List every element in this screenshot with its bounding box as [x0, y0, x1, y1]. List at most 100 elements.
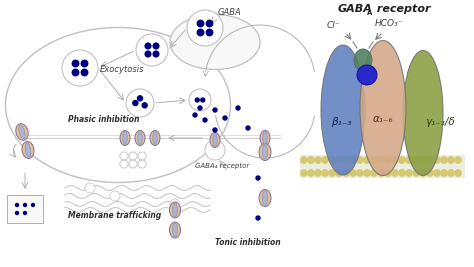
Circle shape — [434, 157, 440, 163]
Circle shape — [322, 170, 328, 176]
Circle shape — [420, 170, 426, 176]
Circle shape — [357, 157, 363, 163]
Circle shape — [85, 183, 95, 193]
Circle shape — [441, 170, 447, 176]
Ellipse shape — [170, 14, 260, 69]
Text: Tonic inhibition: Tonic inhibition — [215, 238, 281, 247]
Ellipse shape — [259, 143, 271, 160]
Circle shape — [197, 29, 204, 36]
Circle shape — [256, 176, 260, 180]
Ellipse shape — [138, 132, 142, 144]
Circle shape — [406, 170, 412, 176]
Circle shape — [392, 170, 398, 176]
Circle shape — [448, 170, 454, 176]
Circle shape — [350, 157, 356, 163]
Circle shape — [364, 170, 370, 176]
Circle shape — [81, 69, 88, 76]
Circle shape — [153, 51, 159, 57]
Circle shape — [315, 157, 321, 163]
Circle shape — [189, 89, 211, 111]
Circle shape — [413, 157, 419, 163]
Text: receptor: receptor — [373, 4, 430, 14]
Circle shape — [145, 51, 151, 57]
Circle shape — [455, 170, 461, 176]
Ellipse shape — [260, 131, 270, 146]
Circle shape — [213, 128, 217, 132]
Circle shape — [315, 170, 321, 176]
Circle shape — [371, 157, 377, 163]
Circle shape — [205, 140, 225, 160]
Circle shape — [350, 170, 356, 176]
Ellipse shape — [150, 131, 160, 146]
Circle shape — [399, 157, 405, 163]
Ellipse shape — [22, 142, 34, 158]
Circle shape — [136, 34, 168, 66]
Circle shape — [195, 98, 199, 102]
Text: GABA: GABA — [218, 8, 242, 17]
Circle shape — [399, 170, 405, 176]
Circle shape — [434, 170, 440, 176]
Circle shape — [301, 157, 307, 163]
Text: α₁₋₆: α₁₋₆ — [373, 114, 393, 124]
Circle shape — [145, 43, 151, 49]
Circle shape — [142, 103, 147, 108]
Circle shape — [133, 100, 138, 105]
Circle shape — [206, 29, 213, 36]
Circle shape — [378, 170, 384, 176]
Circle shape — [427, 170, 433, 176]
Circle shape — [213, 108, 217, 112]
Text: HCO₃⁻: HCO₃⁻ — [375, 19, 403, 28]
Circle shape — [371, 170, 377, 176]
Circle shape — [110, 191, 120, 201]
Circle shape — [378, 157, 384, 163]
Circle shape — [16, 211, 18, 214]
Circle shape — [308, 157, 314, 163]
Circle shape — [203, 118, 207, 122]
Circle shape — [343, 157, 349, 163]
Circle shape — [329, 157, 335, 163]
Circle shape — [392, 157, 398, 163]
Circle shape — [364, 157, 370, 163]
Ellipse shape — [135, 131, 145, 146]
Circle shape — [455, 157, 461, 163]
Circle shape — [420, 157, 426, 163]
Ellipse shape — [259, 190, 271, 206]
Ellipse shape — [321, 45, 365, 175]
Circle shape — [322, 157, 328, 163]
Circle shape — [72, 69, 79, 76]
Ellipse shape — [403, 50, 443, 175]
Ellipse shape — [263, 132, 267, 144]
Ellipse shape — [153, 132, 157, 144]
Text: β₁₋₃: β₁₋₃ — [331, 117, 351, 127]
Ellipse shape — [170, 222, 181, 238]
Ellipse shape — [170, 202, 181, 218]
Circle shape — [413, 170, 419, 176]
Ellipse shape — [19, 125, 25, 139]
Circle shape — [201, 98, 205, 102]
Circle shape — [329, 170, 335, 176]
Text: Phasic inhibition: Phasic inhibition — [68, 115, 139, 124]
Circle shape — [126, 89, 154, 117]
Text: A: A — [367, 10, 373, 16]
Circle shape — [153, 43, 159, 49]
Circle shape — [206, 20, 213, 27]
Ellipse shape — [262, 145, 268, 159]
FancyBboxPatch shape — [7, 195, 43, 223]
Circle shape — [72, 60, 79, 67]
Circle shape — [24, 211, 27, 214]
Ellipse shape — [16, 124, 28, 140]
Ellipse shape — [173, 223, 177, 237]
Ellipse shape — [354, 49, 372, 71]
Circle shape — [24, 203, 27, 206]
Ellipse shape — [123, 132, 127, 144]
Circle shape — [357, 65, 377, 85]
Bar — [300, 155, 465, 178]
Circle shape — [137, 96, 143, 101]
Text: Cl⁻: Cl⁻ — [327, 21, 340, 30]
Circle shape — [31, 203, 35, 206]
Ellipse shape — [360, 41, 406, 175]
Circle shape — [187, 10, 223, 46]
Circle shape — [170, 199, 180, 209]
Circle shape — [16, 203, 18, 206]
Ellipse shape — [210, 132, 220, 147]
